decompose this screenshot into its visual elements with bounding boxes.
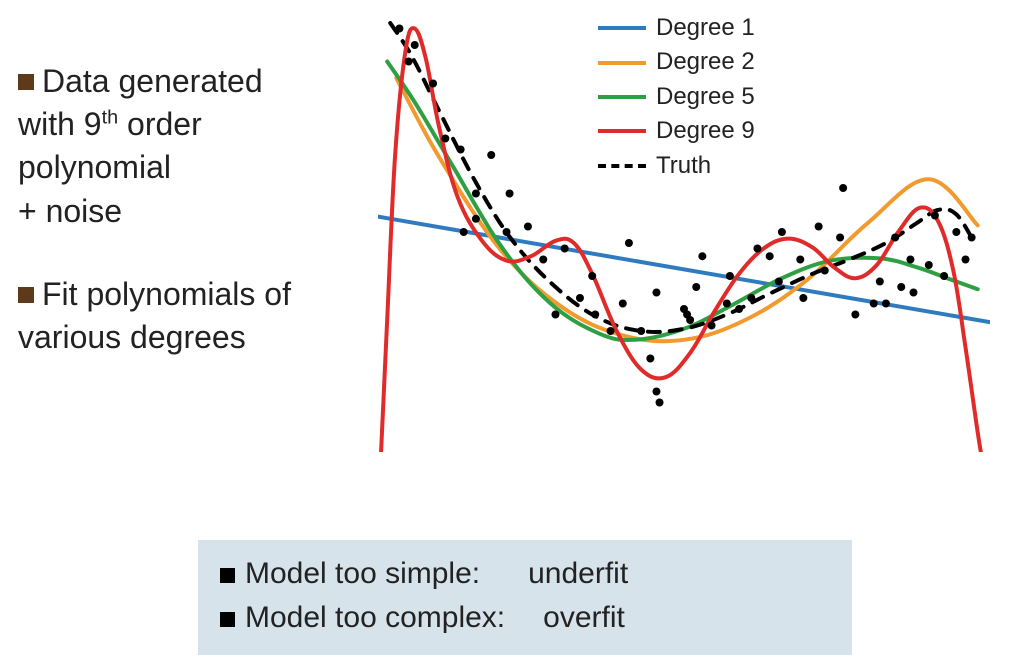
- legend-item: Truth: [598, 150, 755, 182]
- square-bullet-icon: [220, 568, 235, 583]
- callout-value: overfit: [543, 596, 625, 640]
- bullet-text: + noise: [18, 193, 122, 229]
- legend-label: Degree 5: [656, 81, 755, 113]
- legend-item: Degree 9: [598, 115, 755, 147]
- legend-label: Degree 2: [656, 46, 755, 78]
- square-bullet-icon: [18, 74, 34, 90]
- legend-label: Degree 9: [656, 115, 755, 147]
- bullet-item-2: Fit polynomials of various degrees: [18, 273, 378, 359]
- square-bullet-icon: [18, 287, 34, 303]
- legend-item: Degree 1: [598, 12, 755, 44]
- legend-line-icon: [598, 26, 646, 30]
- callout-row: Model too complex: overfit: [220, 596, 830, 640]
- bullet-text: order: [118, 106, 202, 142]
- bullet-text: various degrees: [18, 319, 246, 355]
- legend-item: Degree 2: [598, 46, 755, 78]
- legend-line-icon: [598, 61, 646, 65]
- legend-line-icon: [598, 129, 646, 133]
- callout-label: Model too complex:: [245, 596, 505, 640]
- bullet-list: Data generated with 9th order polynomial…: [18, 60, 378, 399]
- callout-label: Model too simple:: [245, 552, 480, 596]
- bullet-item-1: Data generated with 9th order polynomial…: [18, 60, 378, 233]
- legend-label: Truth: [656, 150, 711, 182]
- bullet-text: polynomial: [18, 149, 171, 185]
- legend-dash-icon: [598, 164, 646, 168]
- legend-label: Degree 1: [656, 12, 755, 44]
- callout-row: Model too simple: underfit: [220, 552, 830, 596]
- square-bullet-icon: [220, 612, 235, 627]
- bullet-text: Data generated: [42, 63, 263, 99]
- legend-item: Degree 5: [598, 81, 755, 113]
- callout-value: underfit: [528, 552, 628, 596]
- fit-summary-callout: Model too simple: underfit Model too com…: [198, 540, 852, 655]
- bullet-text: with 9: [18, 106, 102, 142]
- legend-line-icon: [598, 95, 646, 99]
- bullet-text: Fit polynomials of: [42, 276, 291, 312]
- ordinal-sup: th: [102, 107, 119, 129]
- chart-legend: Degree 1 Degree 2 Degree 5 Degree 9 Trut…: [598, 12, 755, 184]
